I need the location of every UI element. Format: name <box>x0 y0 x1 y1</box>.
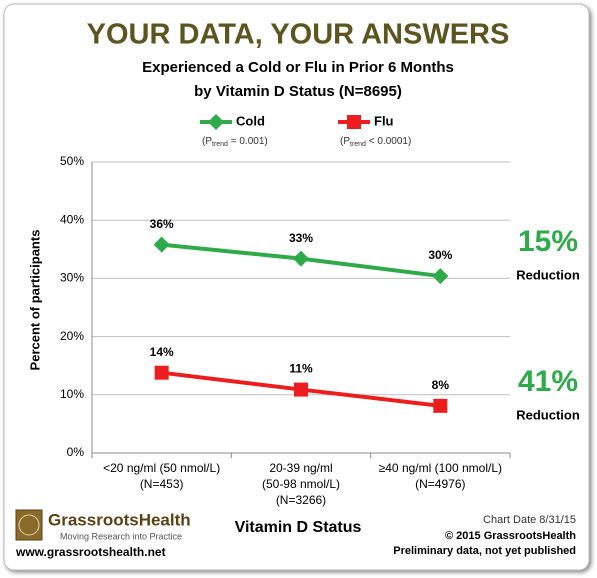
annotation-text: Reduction <box>516 407 580 422</box>
data-label: 11% <box>289 362 313 376</box>
legend-note-part: = 0.001) <box>228 136 268 147</box>
marker <box>153 236 170 253</box>
x-axis-label: Vitamin D Status <box>235 519 362 536</box>
brand: GrassrootsHealth <box>48 510 191 529</box>
legend-label: Flu <box>374 113 394 128</box>
marker <box>432 268 449 285</box>
data-label: 33% <box>289 231 313 245</box>
legend-note: (Ptrend = 0.001) <box>202 136 268 148</box>
x-tick-label: <20 ng/ml (50 nmol/L) <box>103 461 220 475</box>
chart-date: Chart Date 8/31/15 <box>483 514 576 526</box>
marker <box>154 365 169 380</box>
y-tick-label: 30% <box>60 271 84 285</box>
footnote: Preliminary data, not yet published <box>393 545 576 557</box>
y-tick-label: 10% <box>60 387 84 401</box>
data-label: 30% <box>428 248 452 262</box>
marker <box>347 115 361 129</box>
marker <box>433 398 448 413</box>
subtitle: Experienced a Cold or Flu in Prior 6 Mon… <box>142 59 454 76</box>
x-tick-label: 20-39 ng/ml <box>269 461 332 475</box>
url: www.grassrootshealth.net <box>15 545 166 559</box>
tagline: Moving Research into Practice <box>60 531 182 541</box>
legend-note-part: (P <box>340 136 350 147</box>
marker <box>294 382 308 397</box>
legend-note-part: (P <box>202 136 212 147</box>
legend-label: Cold <box>236 113 265 128</box>
legend-note: (Ptrend < 0.0001) <box>340 136 411 148</box>
chart-title: YOUR DATA, YOUR ANSWERS <box>87 19 510 51</box>
x-tick-label: (N=4976) <box>415 477 465 491</box>
logo-icon <box>18 514 40 536</box>
annotation-value: 15% <box>518 225 578 258</box>
y-axis-label: Percent of participants <box>27 230 42 371</box>
marker <box>208 114 224 130</box>
data-label: 8% <box>432 378 450 392</box>
legend-note-part: < 0.0001) <box>366 136 411 147</box>
x-tick-label: (N=3266) <box>276 493 326 507</box>
frame <box>3 3 590 571</box>
y-tick-label: 0% <box>67 445 85 459</box>
x-tick-label: ≥40 ng/ml (100 nmol/L) <box>379 461 502 475</box>
legend-note-part: trend <box>350 141 366 148</box>
copyright: © 2015 GrassrootsHealth <box>445 530 576 542</box>
annotation-value: 41% <box>518 365 578 398</box>
subtitle: by Vitamin D Status (N=8695) <box>194 83 402 100</box>
legend-note-part: trend <box>212 141 228 148</box>
annotation-text: Reduction <box>516 267 580 282</box>
data-label: 14% <box>150 345 174 359</box>
x-tick-label: (N=453) <box>140 477 184 491</box>
marker <box>293 250 309 267</box>
data-label: 36% <box>150 217 174 231</box>
y-tick-label: 20% <box>60 329 84 343</box>
y-tick-label: 40% <box>60 212 84 226</box>
x-tick-label: (50-98 nmol/L) <box>262 477 340 491</box>
y-tick-label: 50% <box>60 154 84 168</box>
